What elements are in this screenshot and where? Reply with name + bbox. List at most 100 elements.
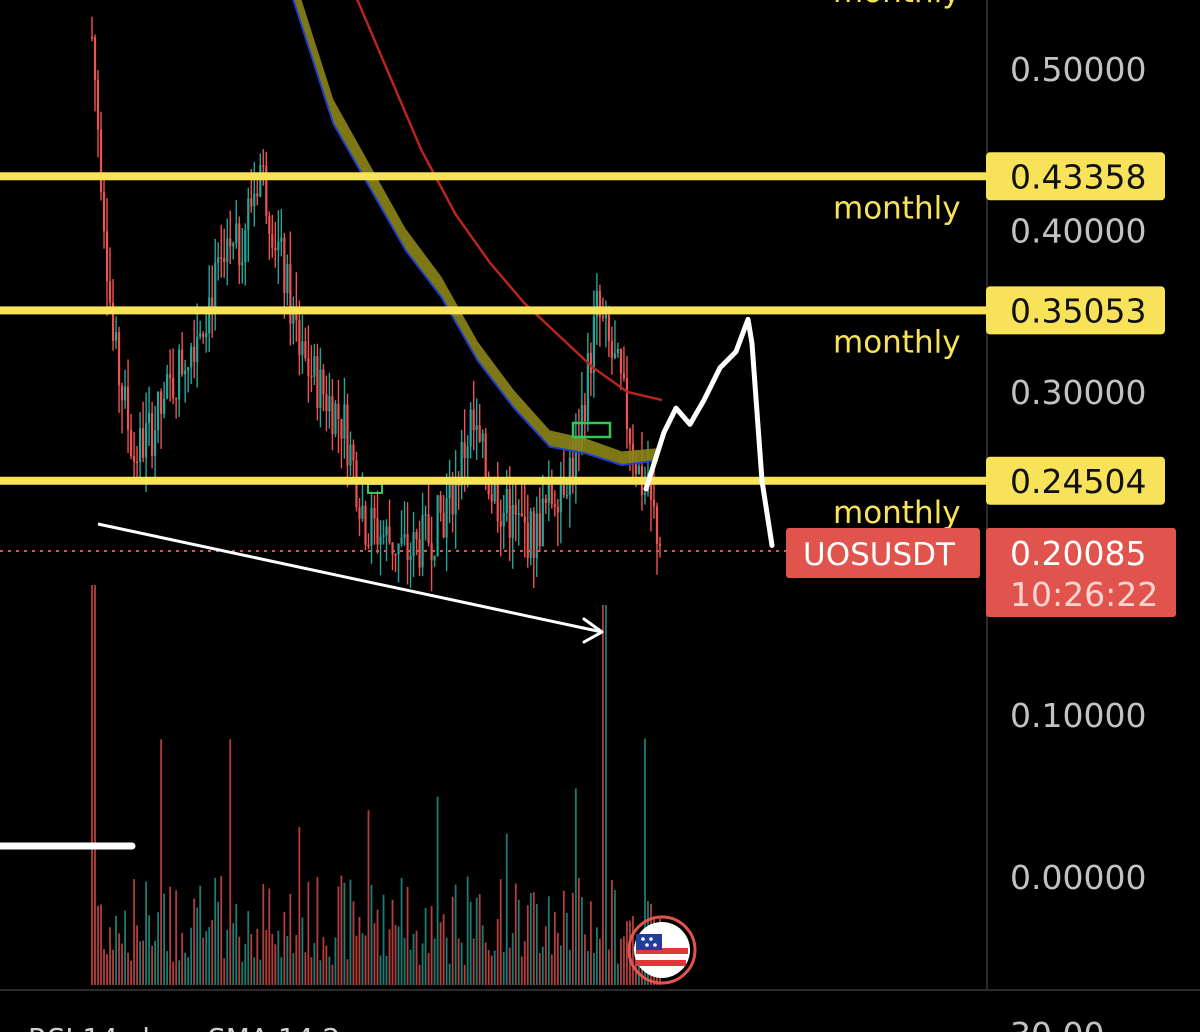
level-line[interactable] bbox=[0, 476, 990, 485]
candle-body bbox=[397, 543, 400, 555]
volume-bar bbox=[148, 915, 151, 985]
bar-countdown: 10:26:22 bbox=[1010, 575, 1158, 614]
candle-body bbox=[217, 257, 220, 263]
volume-bar bbox=[349, 879, 352, 985]
candle-body bbox=[499, 521, 502, 527]
candle-body bbox=[205, 333, 208, 338]
volume-bar bbox=[379, 955, 382, 985]
candle-body bbox=[391, 542, 394, 555]
volume-bar bbox=[295, 934, 298, 985]
volume-bar bbox=[328, 956, 331, 985]
us-flag-icon[interactable] bbox=[627, 915, 697, 985]
current-price-tag bbox=[986, 528, 1176, 617]
volume-bar bbox=[608, 949, 610, 985]
volume-bar bbox=[274, 944, 277, 985]
rsi-axis-partial: 30.00 bbox=[1010, 1015, 1104, 1032]
candle-body bbox=[625, 378, 629, 430]
volume-bar bbox=[394, 925, 397, 985]
volume-bar bbox=[626, 921, 628, 985]
monthly-label: monthly bbox=[833, 324, 961, 360]
volume-bar bbox=[217, 901, 220, 985]
candle-body bbox=[382, 535, 385, 537]
volume-bar bbox=[97, 905, 99, 985]
candle-body bbox=[415, 532, 418, 540]
volume-bar bbox=[250, 934, 253, 985]
volume-bar bbox=[238, 936, 241, 985]
candle-body bbox=[364, 505, 367, 545]
candle-body bbox=[487, 477, 490, 495]
volume-bar bbox=[130, 960, 132, 985]
candle-body bbox=[544, 498, 547, 503]
volume-bar bbox=[181, 932, 184, 985]
volume-bar bbox=[301, 917, 304, 985]
volume-bar bbox=[322, 937, 325, 985]
price-tick-label: 0.30000 bbox=[1010, 373, 1146, 412]
candle-body bbox=[129, 429, 133, 457]
candle-body bbox=[502, 512, 505, 527]
candle-body bbox=[565, 494, 568, 497]
volume-bar bbox=[550, 954, 553, 985]
candle-body bbox=[346, 404, 349, 466]
candle-body bbox=[370, 507, 373, 546]
candle-body bbox=[613, 353, 617, 359]
volume-bar bbox=[400, 878, 403, 985]
volume-bar bbox=[325, 945, 328, 985]
volume-bar bbox=[451, 896, 454, 985]
candle-body bbox=[328, 396, 331, 412]
volume-bar bbox=[589, 901, 592, 985]
volume-bar bbox=[424, 907, 427, 985]
volume-bar bbox=[391, 899, 394, 985]
candle-body bbox=[144, 423, 148, 458]
candle-body bbox=[376, 518, 379, 545]
candle-body bbox=[343, 404, 346, 439]
candle-body bbox=[583, 405, 586, 422]
candle-body bbox=[208, 297, 211, 334]
candle-body bbox=[400, 537, 403, 544]
volume-bar bbox=[520, 956, 523, 985]
candle-body bbox=[325, 394, 328, 412]
level-line[interactable] bbox=[0, 172, 990, 181]
volume-bar bbox=[361, 933, 364, 985]
volume-bar bbox=[241, 961, 244, 985]
candle-body bbox=[298, 320, 301, 356]
level-price-label: 0.24504 bbox=[1010, 462, 1146, 501]
volume-bar bbox=[490, 955, 493, 985]
candle-body bbox=[649, 473, 653, 500]
candle-body bbox=[442, 512, 445, 538]
candle-body bbox=[120, 385, 124, 401]
volume-bar bbox=[364, 935, 367, 985]
candle-body bbox=[589, 353, 592, 374]
volume-bar bbox=[211, 920, 214, 985]
candle-body bbox=[598, 291, 601, 317]
volume-bar bbox=[436, 796, 439, 985]
candle-body bbox=[274, 247, 277, 251]
candle-body bbox=[379, 536, 382, 545]
price-tick-label: 0.10000 bbox=[1010, 696, 1146, 735]
volume-bar bbox=[592, 952, 595, 985]
candle-body bbox=[436, 495, 439, 556]
volume-bar bbox=[154, 940, 157, 985]
volume-bar bbox=[187, 957, 190, 985]
candle-body bbox=[427, 514, 430, 544]
candle-body bbox=[166, 374, 169, 399]
candle-body bbox=[478, 425, 481, 442]
volume-bar bbox=[457, 938, 460, 985]
candle-body bbox=[187, 367, 190, 371]
volume-bar bbox=[115, 915, 117, 985]
current-price-value: 0.20085 bbox=[1010, 534, 1146, 573]
level-line[interactable] bbox=[0, 306, 990, 315]
candle-body bbox=[556, 507, 559, 513]
volume-bar bbox=[133, 879, 135, 985]
candle-body bbox=[532, 511, 535, 559]
candle-body bbox=[367, 544, 370, 547]
volume-bar bbox=[319, 960, 322, 985]
candle-body bbox=[655, 506, 659, 544]
volume-bar bbox=[178, 960, 181, 985]
volume-bar bbox=[502, 951, 505, 985]
volume-bar bbox=[94, 585, 96, 985]
candle-body bbox=[268, 215, 271, 234]
symbol-tag[interactable] bbox=[786, 528, 980, 578]
candle-body bbox=[319, 369, 322, 409]
volume-bar bbox=[337, 886, 340, 985]
